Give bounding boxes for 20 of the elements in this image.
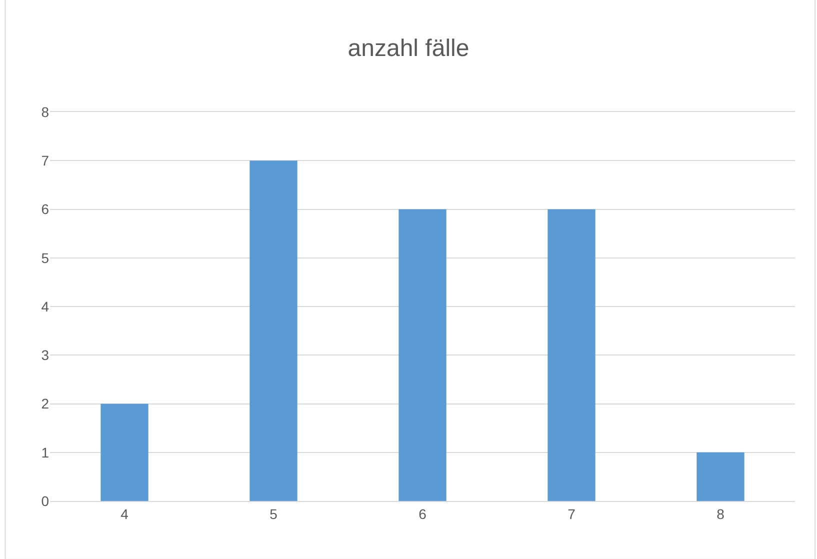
y-tick-label: 8: [41, 104, 50, 120]
x-tick-label: 7: [568, 506, 576, 522]
chart-title: anzahl fälle: [348, 34, 470, 62]
y-tick-label: 5: [41, 250, 50, 266]
bar: [398, 209, 446, 501]
y-tick-label: 0: [41, 492, 50, 509]
x-tick-label: 6: [418, 506, 427, 522]
x-tick-label: 8: [716, 506, 725, 522]
bar: [696, 452, 744, 501]
bar: [100, 404, 148, 501]
y-tick-label: 6: [41, 201, 50, 218]
bar: [250, 160, 298, 501]
y-tick-label: 7: [41, 152, 50, 169]
y-tick-label: 1: [41, 444, 50, 460]
y-tick-label: 4: [41, 298, 50, 314]
bar: [548, 209, 596, 501]
y-tick-label: 2: [41, 396, 50, 412]
y-tick-label: 3: [41, 347, 50, 364]
x-tick-label: 5: [270, 506, 278, 522]
x-tick-label: 4: [120, 506, 129, 522]
